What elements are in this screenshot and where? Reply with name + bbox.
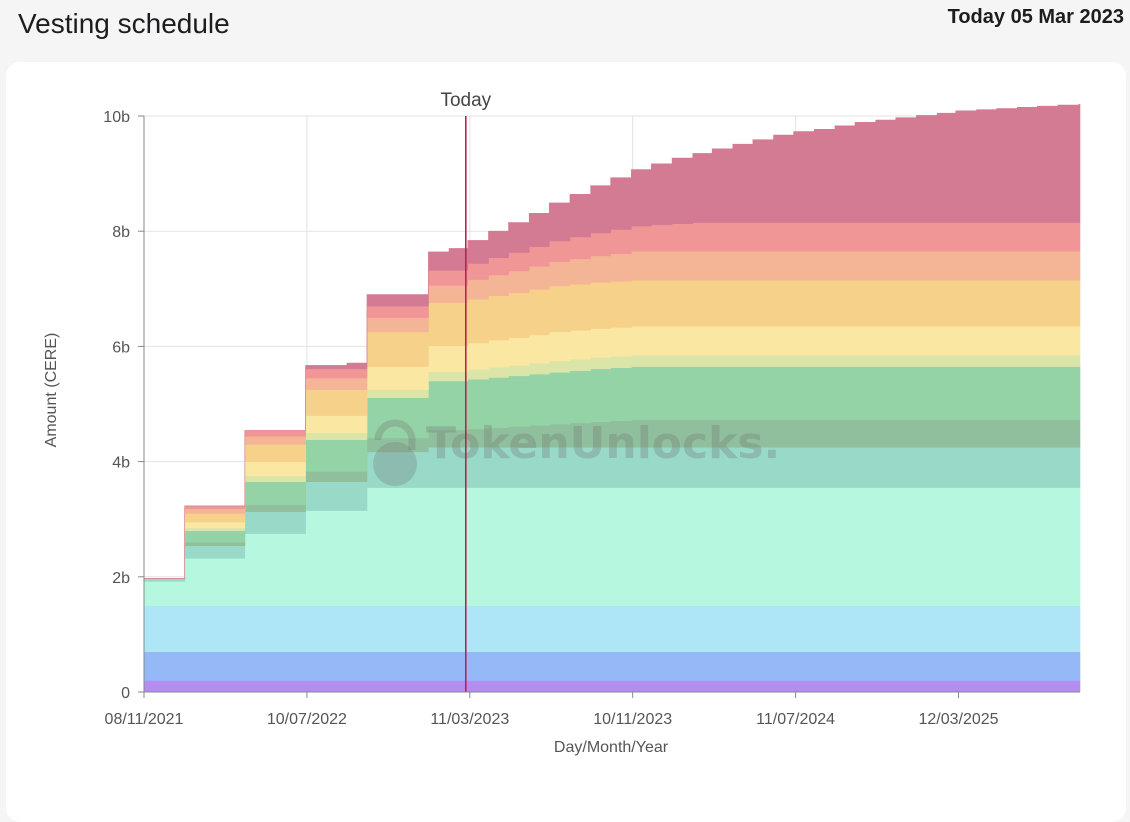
y-axis-label: Amount (CERE) (43, 333, 60, 448)
area-band-13 (144, 104, 1081, 579)
watermark: TokenUnlocks. (373, 418, 780, 486)
x-tick-label: 11/03/2023 (430, 711, 509, 728)
page-title: Vesting schedule (18, 8, 230, 39)
y-tick-label: 6b (112, 339, 130, 356)
y-tick-label: 10b (103, 109, 130, 126)
x-tick-label: 10/11/2023 (593, 711, 672, 728)
area-series (143, 104, 1081, 693)
today-marker-label: Today (440, 90, 491, 111)
today-date-label: Today 05 Mar 2023 (947, 6, 1124, 28)
area-band-3 (143, 605, 1081, 652)
vesting-chart: TokenUnlocks. Today 0 2b 4b 6b 8b 10b 08/11/20… (43, 90, 1081, 756)
chart-card: TokenUnlocks. Today 0 2b 4b 6b 8b 10b 08/11/20… (6, 62, 1126, 822)
watermark-lock-shackle (374, 419, 416, 450)
x-tick-label: 10/07/2022 (267, 711, 347, 728)
area-band-2 (143, 651, 1081, 681)
x-axis-label: Day/Month/Year (554, 739, 669, 756)
y-tick-label: 4b (112, 455, 130, 472)
watermark-text: TokenUnlocks. (426, 418, 780, 469)
y-tick-label: 0 (121, 685, 130, 702)
y-tick-label: 8b (112, 224, 130, 241)
x-tick-label: 11/07/2024 (756, 711, 835, 728)
axes: 0 2b 4b 6b 8b 10b 08/11/2021 10/07/2022 11/03/20… (103, 109, 1080, 728)
area-band-1 (143, 680, 1081, 693)
x-tick-label: 08/11/2021 (105, 711, 184, 728)
y-tick-label: 2b (112, 570, 130, 587)
x-tick-label: 12/03/2025 (918, 711, 998, 728)
today-marker: Today (440, 90, 492, 692)
watermark-lock-icon (373, 442, 417, 486)
